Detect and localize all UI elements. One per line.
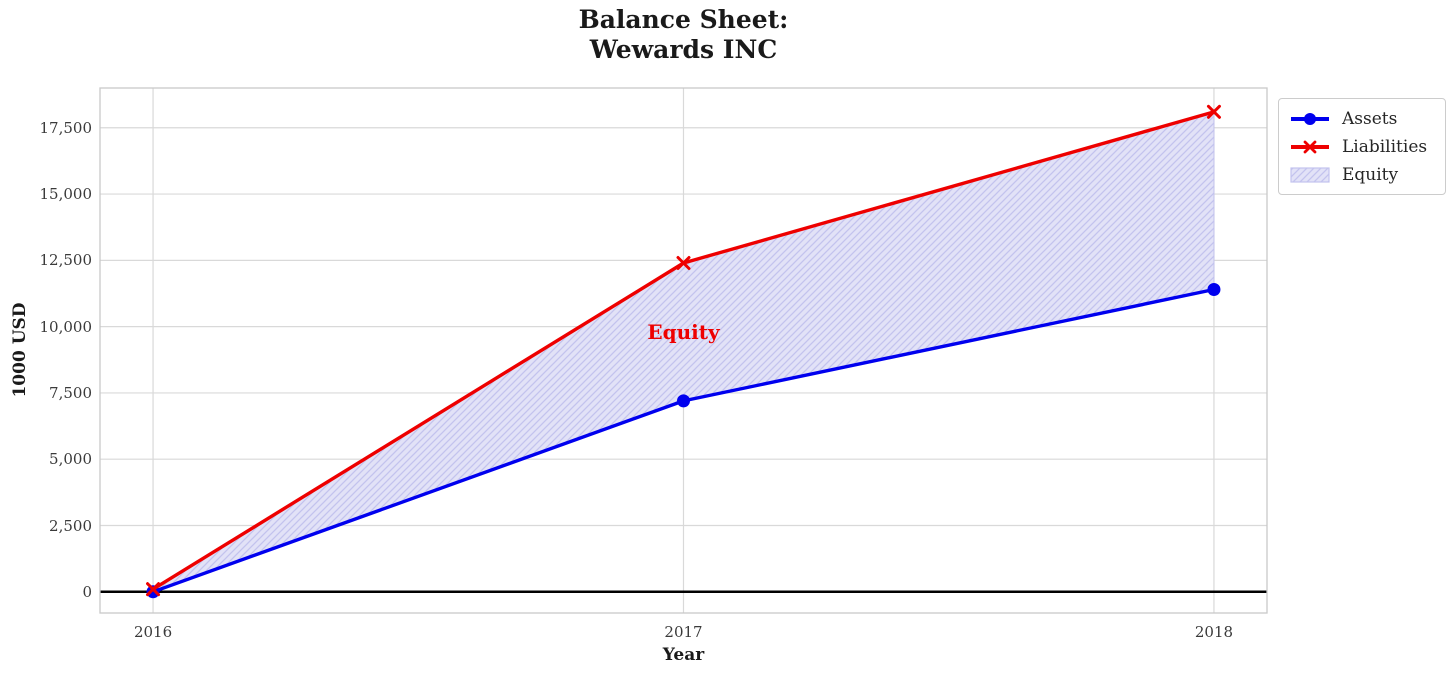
legend-label: Liabilities <box>1342 136 1428 157</box>
x-tick-label: 2017 <box>664 623 703 641</box>
legend-item-assets: Assets <box>1288 106 1436 131</box>
legend-swatch-equity-icon <box>1290 166 1330 183</box>
legend-label: Assets <box>1342 108 1398 129</box>
x-tick-label: 2016 <box>133 623 173 641</box>
y-tick-label: 5,000 <box>49 450 92 469</box>
y-tick-label: 0 <box>82 582 92 601</box>
y-tick-label: 17,500 <box>39 118 93 137</box>
legend-swatch-assets-icon <box>1291 112 1329 125</box>
legend-swatch-liabilities-icon <box>1291 140 1329 153</box>
y-tick-label: 7,500 <box>49 383 92 402</box>
liabilities-marker <box>1206 104 1221 119</box>
y-tick-label: 12,500 <box>39 251 93 270</box>
x-tick-label: 2018 <box>1194 623 1234 641</box>
y-tick-label: 15,000 <box>39 185 93 204</box>
liabilities-marker <box>146 582 161 597</box>
legend-label: Equity <box>1342 164 1399 185</box>
chart-title: Balance Sheet: Wewards INC <box>578 5 789 64</box>
equity-area-annotation: Equity <box>647 319 720 344</box>
y-tick-label: 2,500 <box>49 516 92 535</box>
legend-item-equity: Equity <box>1288 162 1436 187</box>
legend: Assets Liabilities Equity <box>1278 98 1446 195</box>
y-tick-label: 10,000 <box>39 317 93 336</box>
assets-marker <box>1207 283 1221 297</box>
legend-item-liabilities: Liabilities <box>1288 134 1436 159</box>
plot-border <box>99 87 1268 614</box>
liabilities-marker <box>676 256 691 270</box>
x-axis-label: Year <box>662 645 705 665</box>
assets-marker <box>677 394 690 408</box>
